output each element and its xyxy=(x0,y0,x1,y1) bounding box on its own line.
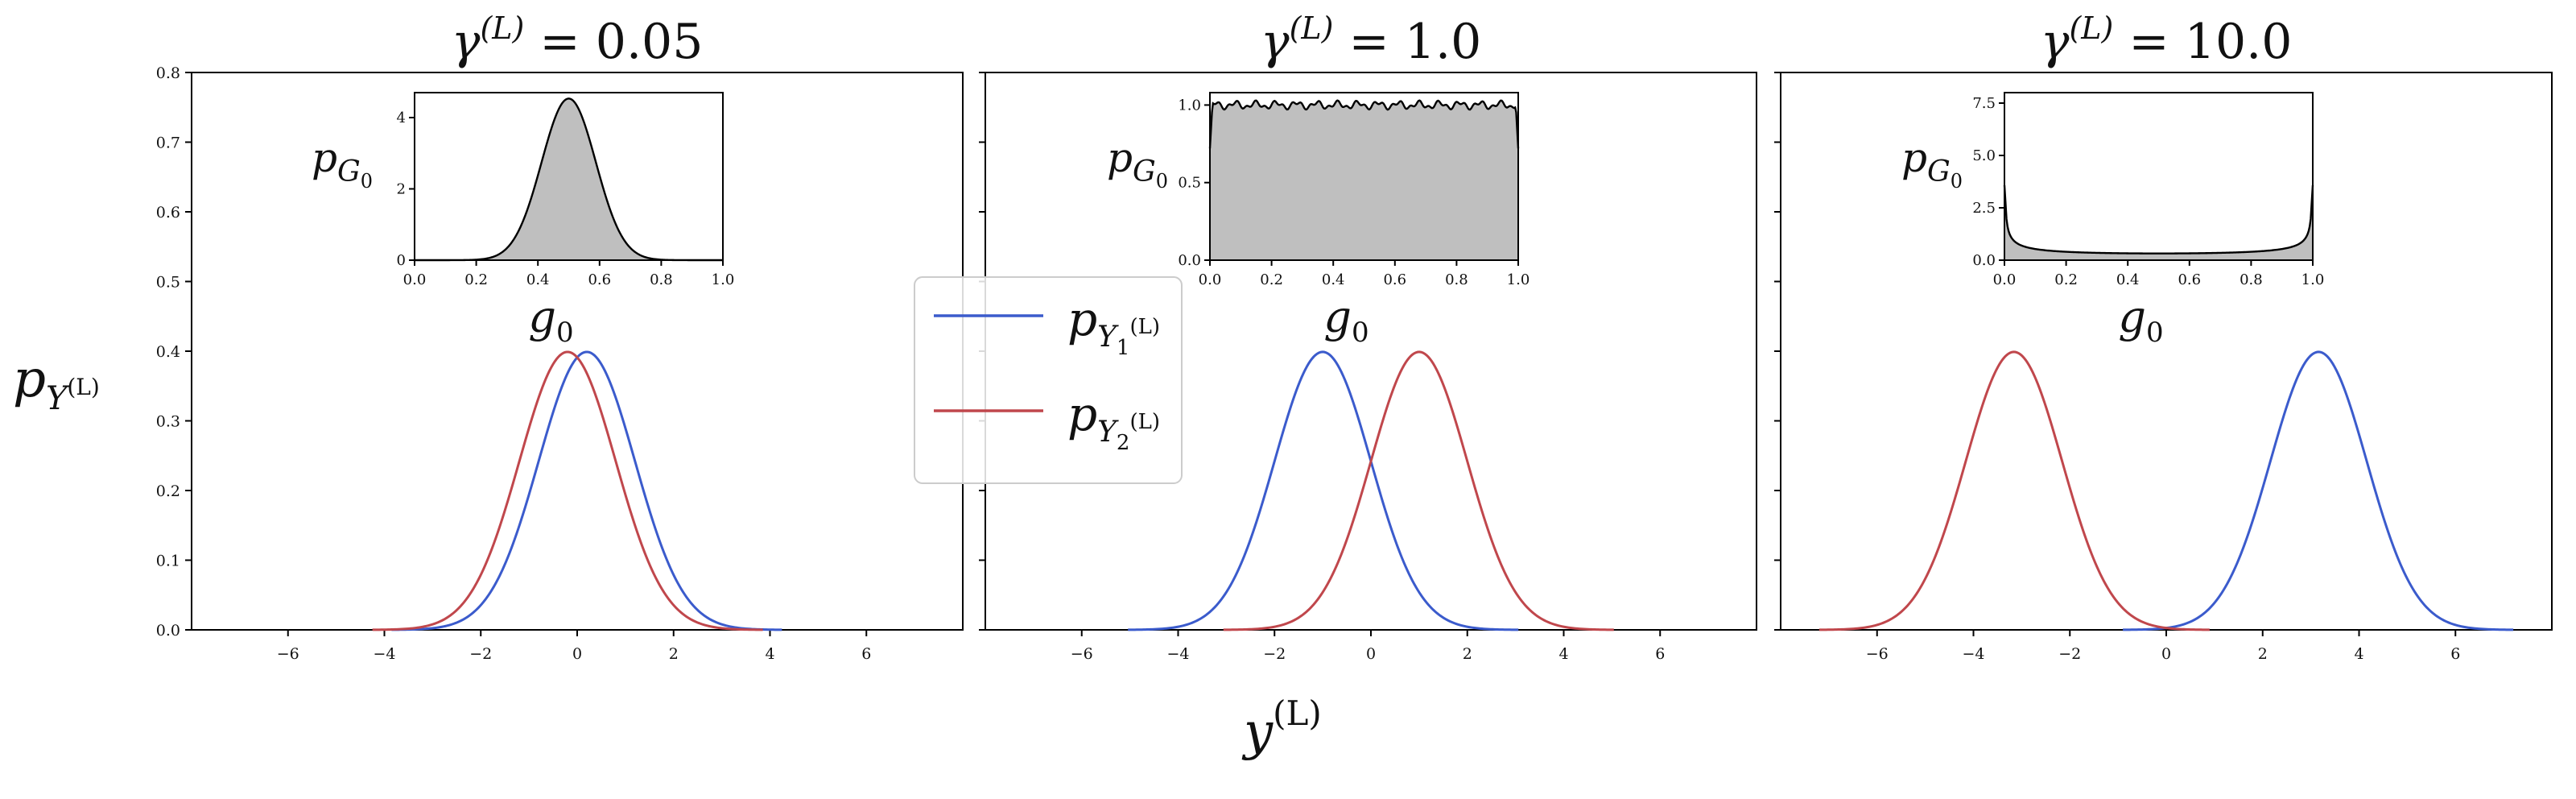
y-tick-label: 0.4 xyxy=(156,343,180,361)
series-2-line xyxy=(372,350,763,631)
panel-title: γ(L) = 1.0 xyxy=(1261,10,1482,70)
inset-xlabel: g0 xyxy=(1323,292,1368,349)
x-tick-label: −6 xyxy=(1071,645,1093,663)
inset-x-tick-label: 0.8 xyxy=(650,271,673,288)
inset-y-tick-label: 0.5 xyxy=(1178,175,1201,192)
x-tick-label: −6 xyxy=(277,645,299,663)
legend-label-2: pY2(L) xyxy=(1067,387,1160,455)
x-tick-label: −2 xyxy=(469,645,492,663)
y-tick-label: 0.3 xyxy=(156,413,180,431)
legend-box xyxy=(914,276,1183,484)
inset-ylabel: pG0 xyxy=(1901,135,1963,193)
inset-y-tick-label: 2.5 xyxy=(1972,200,1996,217)
inset-y-tick-label: 0 xyxy=(397,252,406,269)
y-tick-label: 0.8 xyxy=(156,64,180,82)
x-tick-label: 6 xyxy=(1655,645,1665,663)
y-axis-label: pY(L) xyxy=(13,350,100,417)
inset-x-tick-label: 0.0 xyxy=(1993,271,2017,288)
x-tick-label: −2 xyxy=(2058,645,2081,663)
inset-density-fill xyxy=(1210,100,1518,260)
inset-density-line xyxy=(1208,99,1520,149)
inset-frame xyxy=(1209,92,1519,261)
inset-y-tick-label: 4 xyxy=(397,110,406,126)
x-tick-label: 0 xyxy=(572,645,582,663)
x-tick-label: 4 xyxy=(765,645,774,663)
x-tick-label: 0 xyxy=(1366,645,1376,663)
y-tick-label: 0.2 xyxy=(156,482,180,500)
inset-y-tick-label: 5.0 xyxy=(1972,147,1996,164)
inset: 0.0 0.5 1.0 0.0 0.2 0.4 0.6 0.8 1.0 pG0 g0 xyxy=(1107,92,1530,349)
inset-ylabel: pG0 xyxy=(1107,135,1168,193)
inset-frame xyxy=(2004,92,2314,261)
inset-y-tick-label: 7.5 xyxy=(1972,95,1996,112)
inset-x-tick-label: 1.0 xyxy=(2301,271,2325,288)
x-tick-label: 4 xyxy=(1558,645,1568,663)
inset-x-tick-label: 0.8 xyxy=(2240,271,2263,288)
inset-xlabel: g0 xyxy=(2118,292,2163,349)
x-tick-label: −4 xyxy=(1962,645,1984,663)
series-2-line xyxy=(1223,350,1614,631)
x-tick-label: 2 xyxy=(2258,645,2268,663)
x-tick-label: −4 xyxy=(1166,645,1189,663)
series-1-line xyxy=(2123,350,2514,631)
inset-density-fill xyxy=(2004,184,2313,260)
inset-y-tick-label: 0.0 xyxy=(1178,252,1201,269)
x-tick-label: −4 xyxy=(373,645,395,663)
labels-layer: pY(L) y(L) xyxy=(13,350,1322,762)
x-tick-label: 6 xyxy=(2450,645,2460,663)
x-tick-label: −6 xyxy=(1866,645,1889,663)
inset-x-tick-label: 0.2 xyxy=(1260,271,1283,288)
inset-y-tick-label: 0.0 xyxy=(1972,252,1996,269)
inset-background xyxy=(2004,93,2313,260)
panel-2: −6 −4 −2 0 2 4 6γ(L) = 1.00.00.51.00.0 0.2 0.4 0.… xyxy=(979,10,1757,663)
x-tick-label: 6 xyxy=(861,645,871,663)
panel-3: −6 −4 −2 0 2 4 6γ(L) = 10.00.02.55.07.50.0 0.2 0… xyxy=(1774,10,2553,663)
panels-layer: 0.0 0.1 0.2 0.3 0.4 0.5 0.6 0.7 0.8 −6 −4 −2 0 2 4 6 γ(L… xyxy=(156,10,2553,663)
x-tick-label: 2 xyxy=(669,645,679,663)
x-tick-label: 0 xyxy=(2161,645,2171,663)
inset-x-tick-label: 0.2 xyxy=(2054,271,2078,288)
inset-y-tick-label: 1.0 xyxy=(1178,97,1201,114)
y-tick-label: 0.5 xyxy=(156,274,180,292)
inset: 0 2 4 0.0 0.2 0.4 0.6 0.8 1.0 pG0 g0 xyxy=(312,92,735,349)
inset-ylabel: pG0 xyxy=(312,135,373,193)
series-2-line xyxy=(1818,350,2210,631)
y-tick-label: 0.6 xyxy=(156,204,180,221)
inset-x-tick-label: 0.6 xyxy=(588,271,611,288)
inset-frame xyxy=(414,92,724,261)
inset-x-tick-label: 0.8 xyxy=(1445,271,1468,288)
y-tick-label: 0.7 xyxy=(156,135,180,152)
series-1-line xyxy=(1128,350,1519,631)
x-tick-label: −2 xyxy=(1263,645,1286,663)
x-tick-label: 2 xyxy=(1463,645,1472,663)
inset-x-tick-label: 1.0 xyxy=(712,271,735,288)
inset-x-tick-label: 0.6 xyxy=(1383,271,1406,288)
inset-xlabel: g0 xyxy=(528,292,573,349)
inset-x-tick-label: 1.0 xyxy=(1507,271,1530,288)
series-1-line xyxy=(391,350,782,631)
inset: 0.0 2.5 5.0 7.5 0.0 0.2 0.4 0.6 0.8 1.0 pG0 g0 xyxy=(1901,92,2325,349)
y-tick-label: 0.1 xyxy=(156,553,180,570)
inset-x-tick-label: 0.0 xyxy=(1199,271,1222,288)
legend: pY1(L) pY2(L) xyxy=(914,276,1183,484)
inset-x-tick-label: 0.4 xyxy=(526,271,550,288)
inset-x-tick-label: 0.6 xyxy=(2178,271,2201,288)
inset-y-tick-label: 2 xyxy=(397,180,406,197)
panel-title: γ(L) = 10.0 xyxy=(2041,10,2293,70)
panel-title: γ(L) = 0.05 xyxy=(452,10,704,70)
panel-1: 0.0 0.1 0.2 0.3 0.4 0.5 0.6 0.7 0.8 −6 −4 −2 0 2 4 6 γ(L… xyxy=(156,10,964,663)
inset-density-fill xyxy=(415,98,723,261)
inset-x-tick-label: 0.0 xyxy=(403,271,427,288)
inset-density-line xyxy=(2003,184,2314,255)
y-tick-label: 0.0 xyxy=(156,622,180,640)
inset-x-tick-label: 0.4 xyxy=(1322,271,1345,288)
inset-x-tick-label: 0.2 xyxy=(464,271,488,288)
x-tick-label: 4 xyxy=(2354,645,2363,663)
x-axis-label: y(L) xyxy=(1241,693,1322,762)
legend-label-1: pY1(L) xyxy=(1067,292,1160,360)
inset-x-tick-label: 0.4 xyxy=(2116,271,2140,288)
